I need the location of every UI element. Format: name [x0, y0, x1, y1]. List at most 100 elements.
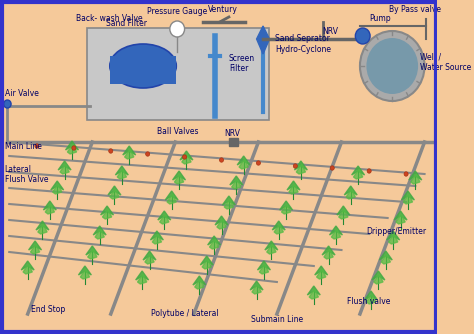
Polygon shape: [354, 169, 363, 179]
Polygon shape: [152, 234, 162, 244]
Polygon shape: [365, 291, 377, 300]
Polygon shape: [36, 221, 49, 230]
Polygon shape: [195, 279, 204, 289]
Polygon shape: [237, 156, 250, 165]
Polygon shape: [158, 211, 171, 220]
Polygon shape: [215, 216, 228, 225]
Polygon shape: [173, 171, 185, 180]
Polygon shape: [44, 201, 56, 210]
Polygon shape: [180, 151, 193, 160]
Polygon shape: [160, 214, 169, 224]
Polygon shape: [315, 266, 328, 275]
Polygon shape: [389, 234, 398, 244]
Polygon shape: [60, 164, 69, 174]
Polygon shape: [217, 219, 226, 229]
Text: Sand Seprator
Hydro-Cyclone: Sand Seprator Hydro-Cyclone: [275, 34, 331, 54]
Polygon shape: [322, 246, 335, 255]
Polygon shape: [167, 194, 176, 204]
Polygon shape: [117, 169, 127, 179]
Text: Dripper/Emitter: Dripper/Emitter: [366, 227, 427, 236]
Polygon shape: [352, 166, 365, 175]
Polygon shape: [79, 266, 91, 275]
Polygon shape: [110, 189, 119, 199]
Polygon shape: [193, 276, 206, 285]
Circle shape: [330, 166, 334, 170]
Polygon shape: [374, 274, 383, 284]
Polygon shape: [28, 241, 42, 250]
Text: NRV: NRV: [322, 27, 338, 36]
Polygon shape: [296, 164, 306, 174]
Polygon shape: [23, 264, 32, 274]
Polygon shape: [274, 224, 283, 234]
Text: Well /
Water Source: Well / Water Source: [420, 52, 471, 72]
Text: Pressure Gauge: Pressure Gauge: [147, 7, 207, 16]
Polygon shape: [102, 209, 112, 219]
Polygon shape: [387, 231, 400, 240]
Circle shape: [356, 28, 370, 44]
Polygon shape: [410, 174, 420, 184]
Circle shape: [360, 31, 425, 101]
Circle shape: [170, 21, 184, 37]
Text: Sand Filter: Sand Filter: [106, 19, 147, 28]
Polygon shape: [145, 254, 154, 264]
Polygon shape: [182, 154, 191, 164]
Circle shape: [404, 172, 408, 176]
Circle shape: [366, 38, 418, 94]
Polygon shape: [65, 141, 79, 150]
Polygon shape: [329, 226, 342, 235]
Polygon shape: [21, 261, 34, 270]
Polygon shape: [38, 224, 47, 234]
Polygon shape: [280, 201, 292, 210]
Circle shape: [109, 149, 113, 153]
Polygon shape: [201, 256, 213, 265]
Circle shape: [35, 144, 39, 148]
Polygon shape: [222, 196, 236, 205]
Circle shape: [72, 146, 76, 150]
Polygon shape: [125, 149, 134, 159]
Polygon shape: [366, 294, 375, 304]
Polygon shape: [229, 138, 238, 146]
Polygon shape: [394, 211, 407, 220]
Polygon shape: [381, 254, 391, 264]
Polygon shape: [379, 251, 392, 260]
Text: Screen
Filter: Screen Filter: [229, 54, 255, 73]
Text: End Stop: End Stop: [31, 305, 65, 314]
Polygon shape: [337, 206, 350, 215]
Polygon shape: [210, 239, 219, 249]
Polygon shape: [143, 251, 156, 260]
Polygon shape: [287, 181, 300, 190]
Polygon shape: [137, 274, 147, 284]
Polygon shape: [282, 204, 291, 214]
Polygon shape: [409, 171, 422, 180]
Polygon shape: [115, 166, 128, 175]
Polygon shape: [30, 244, 40, 254]
Polygon shape: [86, 246, 99, 255]
Polygon shape: [45, 204, 55, 214]
Polygon shape: [309, 289, 319, 299]
Circle shape: [4, 100, 11, 108]
Circle shape: [146, 152, 150, 156]
Polygon shape: [294, 161, 307, 170]
FancyBboxPatch shape: [87, 28, 269, 120]
Polygon shape: [339, 209, 348, 219]
Text: Polytube / Lateral: Polytube / Lateral: [151, 309, 219, 318]
Circle shape: [256, 161, 260, 165]
Polygon shape: [267, 244, 276, 254]
Bar: [110, 56, 176, 84]
Text: Back- wash Valve: Back- wash Valve: [75, 14, 142, 23]
Circle shape: [182, 155, 187, 159]
Text: NRV: NRV: [225, 129, 241, 138]
Text: Ventury: Ventury: [209, 5, 238, 14]
Polygon shape: [396, 214, 405, 224]
Polygon shape: [150, 231, 164, 240]
Ellipse shape: [110, 44, 176, 88]
Polygon shape: [250, 281, 263, 290]
Polygon shape: [208, 236, 220, 245]
Polygon shape: [259, 264, 269, 274]
Polygon shape: [174, 174, 183, 184]
Text: Air Valve: Air Valve: [5, 89, 38, 98]
Polygon shape: [257, 261, 271, 270]
Polygon shape: [108, 186, 121, 195]
Polygon shape: [232, 179, 241, 189]
Polygon shape: [252, 284, 261, 294]
